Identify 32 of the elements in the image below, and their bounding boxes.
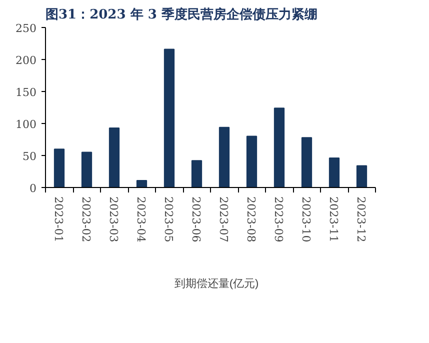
bar	[191, 160, 202, 188]
x-tick-label: 2023-08	[244, 196, 258, 242]
bar	[356, 165, 368, 188]
y-tick-label: 200	[16, 54, 37, 67]
bar	[54, 148, 65, 188]
x-tick-label: 2023-12	[354, 196, 368, 242]
x-tick-label: 2023-04	[134, 196, 148, 242]
bar	[136, 180, 148, 188]
bar	[164, 48, 175, 188]
x-tick-label: 2023-10	[299, 196, 312, 242]
y-tick-label: 250	[16, 22, 37, 35]
bar	[301, 137, 312, 188]
bar	[108, 127, 120, 188]
y-tick-label: 0	[30, 182, 36, 195]
x-tick-label: 2023-05	[162, 196, 175, 242]
y-tick-label: 150	[16, 86, 37, 99]
bar	[328, 158, 340, 188]
x-tick-label: 2023-02	[79, 196, 92, 242]
bar	[246, 136, 258, 188]
x-tick-label: 2023-09	[272, 196, 285, 242]
bar	[81, 152, 92, 188]
x-tick-label: 2023-07	[216, 196, 230, 242]
x-tick-label: 2023-06	[189, 196, 202, 242]
bar	[218, 126, 230, 188]
x-tick-label: 2023-03	[106, 196, 120, 242]
x-tick-label: 2023-01	[52, 196, 65, 242]
bar	[274, 108, 285, 188]
chart-title: 图31：2023 年 3 季度民营房企偿债压力紧绷	[46, 6, 318, 22]
y-tick-label: 100	[16, 118, 37, 131]
y-tick-label: 50	[22, 150, 37, 163]
x-tick-label: 2023-11	[326, 196, 340, 242]
text: 到期偿还量(亿元)	[174, 277, 259, 291]
